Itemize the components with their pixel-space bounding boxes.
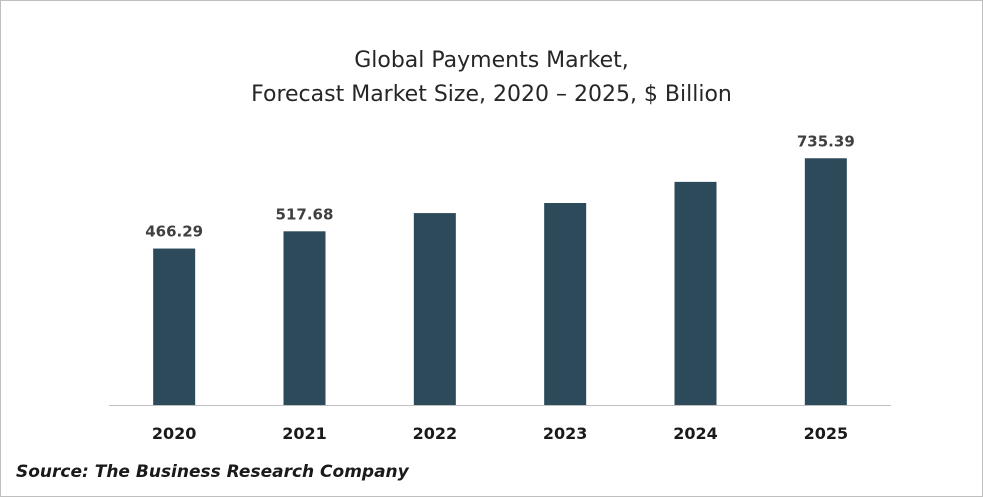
data-label-2020: 466.29 <box>145 223 203 241</box>
chart-title: Global Payments Market, Forecast Market … <box>0 44 983 112</box>
bar-2025 <box>804 158 847 405</box>
bar-2020 <box>153 248 196 405</box>
x-tick-label-2025: 2025 <box>804 424 849 443</box>
x-tick-label-2023: 2023 <box>543 424 588 443</box>
x-tick-label-2020: 2020 <box>152 424 197 443</box>
x-tick-label-2021: 2021 <box>282 424 327 443</box>
x-tick-label-2024: 2024 <box>673 424 718 443</box>
data-label-2025: 735.39 <box>797 132 855 150</box>
bar-2023 <box>544 203 587 405</box>
chart-title-line-1: Global Payments Market, <box>354 48 629 73</box>
chart-title-line-2: Forecast Market Size, 2020 – 2025, $ Bil… <box>251 82 732 107</box>
bar-2021 <box>283 231 326 405</box>
x-tick-label-2022: 2022 <box>413 424 458 443</box>
data-label-2021: 517.68 <box>276 205 334 223</box>
source-note: Source: The Business Research Company <box>16 462 409 482</box>
bar-2022 <box>413 213 456 405</box>
bar-2024 <box>674 181 717 405</box>
